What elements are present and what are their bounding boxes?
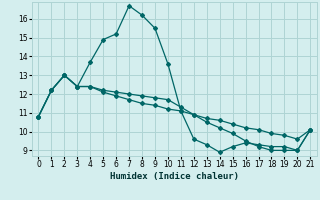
- X-axis label: Humidex (Indice chaleur): Humidex (Indice chaleur): [110, 172, 239, 181]
